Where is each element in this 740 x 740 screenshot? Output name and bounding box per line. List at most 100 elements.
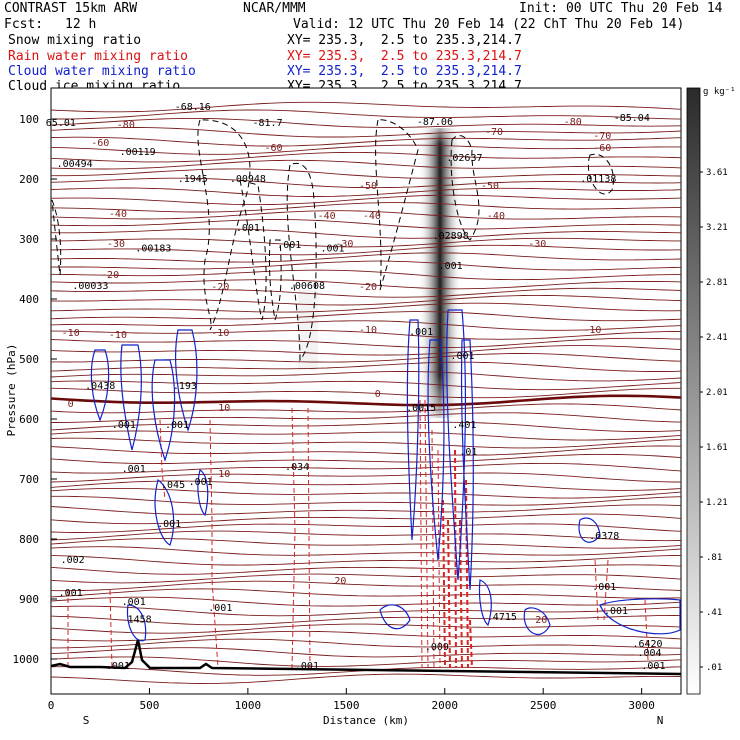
contour-value-label: .01138	[580, 174, 616, 185]
isotherm-line	[51, 530, 681, 542]
colorbar-label: 1.61	[706, 443, 728, 453]
init-label: Init: 00 UTC Thu 20 Feb 14	[519, 1, 723, 16]
contour-value-label: .001	[208, 603, 232, 614]
cloud-water-contour	[120, 344, 142, 451]
isotherm-line	[51, 513, 681, 525]
x-tick-label: 500	[140, 699, 160, 712]
isotherm-line	[51, 294, 681, 306]
isotherm-label: 20	[535, 615, 547, 626]
isotherm-line	[51, 453, 681, 465]
isotherm-label: -80	[564, 117, 582, 128]
contour-value-label: .001	[165, 420, 189, 431]
isotherm-line	[51, 168, 681, 179]
isotherm-line	[51, 403, 681, 414]
cloud-water-contour	[599, 598, 681, 635]
contour-value-label: .001	[641, 661, 665, 672]
cloud-water-contour	[523, 607, 551, 636]
rain-contour	[159, 419, 166, 501]
rain-contour	[291, 407, 296, 669]
terrain-line	[51, 639, 681, 676]
isotherm-line	[51, 437, 681, 449]
isotherm-line	[51, 371, 681, 382]
isotherm-line	[51, 127, 681, 138]
y-tick-label: 700	[19, 473, 39, 486]
isotherm-line	[51, 495, 681, 506]
cloud-water-contour	[446, 309, 467, 581]
y-tick-label: 400	[19, 293, 39, 306]
contour-value-label: 65.01	[46, 118, 76, 129]
contour-value-label: .02637	[446, 153, 482, 164]
contour-value-label: .00608	[289, 281, 325, 292]
isotherm-line	[51, 330, 681, 340]
rain-contour	[469, 619, 473, 669]
isotherm-line	[51, 345, 681, 356]
contour-value-label: 1458	[128, 614, 152, 625]
contour-value-label: .00033	[72, 281, 108, 292]
contour-value-label: .001	[236, 223, 260, 234]
isotherm-line	[51, 380, 681, 391]
isotherm-line	[51, 287, 681, 298]
rain-contour	[603, 559, 609, 621]
cloud-water-contour	[478, 579, 492, 627]
isotherm-line	[51, 462, 681, 474]
isotherm-label: -20	[211, 282, 229, 293]
y-tick-label: 800	[19, 533, 39, 546]
isotherm-label: -40	[363, 211, 381, 222]
isotherm-line	[51, 596, 681, 607]
contour-value-label: -81.7	[253, 118, 283, 129]
cloud-water-contour	[406, 319, 420, 541]
colorbar-label: .81	[706, 553, 722, 563]
isotherm-line	[51, 480, 681, 491]
y-tick-label: 200	[19, 173, 39, 186]
contour-value-label: .001	[189, 477, 213, 488]
colorbar-label: 1.21	[706, 498, 728, 508]
rain-contour	[447, 519, 451, 669]
isotherm-line	[51, 151, 681, 163]
isotherm-label: -40	[487, 211, 505, 222]
legend-cloud-water: Cloud water mixing ratio	[8, 64, 196, 79]
snow-contour	[375, 119, 419, 291]
isotherm-line	[51, 673, 681, 684]
contour-value-label: .6420	[632, 639, 662, 650]
x-tick-label: 0	[48, 699, 55, 712]
contour-value-label: .001	[604, 606, 628, 617]
isotherm-line	[51, 159, 681, 170]
contour-value-label: .193	[173, 381, 197, 392]
contour-value-label: .0015	[406, 403, 436, 414]
cloud-water-contour	[154, 479, 175, 546]
contour-value-label: .004	[637, 648, 661, 659]
contour-value-label: -85.04	[614, 113, 650, 124]
isotherm-label: -60	[593, 143, 611, 154]
valid-label: Valid: 12 UTC Thu 20 Feb 14 (22 ChT Thu …	[293, 17, 685, 32]
cloud-water-contour	[126, 604, 147, 642]
isotherm-line	[51, 260, 681, 271]
isotherm-label: 0	[68, 399, 74, 410]
isotherm-label: -20	[101, 270, 119, 281]
isotherm-line	[51, 623, 681, 634]
cloud-water-contour	[379, 604, 411, 630]
x-tick-label: 1000	[235, 699, 262, 712]
contour-value-label: .02898	[433, 231, 469, 242]
contour-value-label: -87.06	[417, 117, 453, 128]
contour-value-label: -68.16	[175, 102, 211, 113]
isotherm-label: -40	[109, 209, 127, 220]
isotherm-label: -10	[62, 328, 80, 339]
chart-title: CONTRAST 15km ARW	[4, 1, 138, 16]
isotherm-label: -60	[264, 143, 282, 154]
rain-contour	[594, 559, 599, 621]
isotherm-label: -30	[335, 239, 353, 250]
y-tick-label: 900	[19, 593, 39, 606]
y-tick-label: 100	[19, 113, 39, 126]
fcst-value: 12 h	[65, 17, 97, 32]
colorbar-unit: g kg⁻¹	[703, 87, 736, 97]
isotherm-label: 20	[334, 576, 346, 587]
isotherm-label: -30	[528, 239, 546, 250]
isotherm-line	[51, 605, 681, 617]
isotherm-label: -40	[318, 211, 336, 222]
isotherm-line	[51, 656, 681, 667]
isotherm-line	[51, 302, 681, 313]
isotherm-label: 0	[375, 389, 381, 400]
isotherm-line	[51, 573, 681, 584]
contour-value-label: .009	[425, 642, 449, 653]
contour-value-label: .001	[450, 351, 474, 362]
